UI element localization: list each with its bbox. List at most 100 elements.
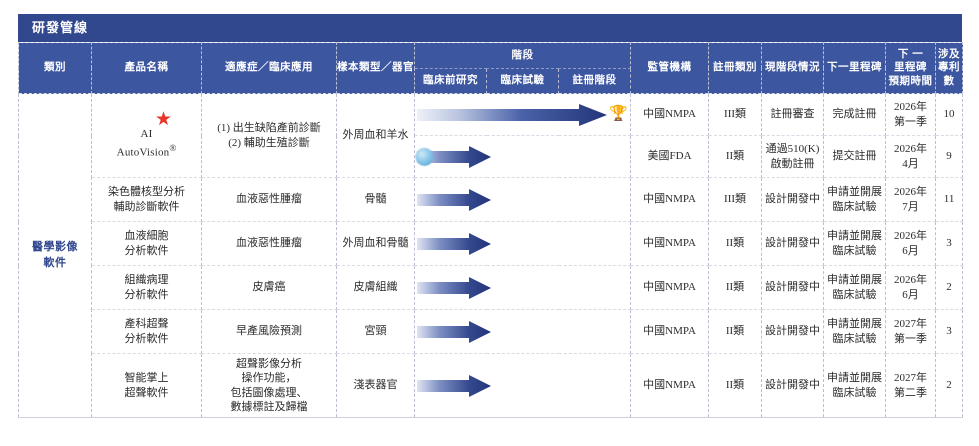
- indication-cell: 早產風險預測: [201, 309, 337, 354]
- progress-arrow-short: [417, 188, 491, 211]
- col-header-stage-registration: 註冊階段: [557, 67, 632, 94]
- expected-time-line1: 2026年: [894, 230, 928, 243]
- section-title-bar: 研發管線: [18, 14, 962, 42]
- sample-type-cell: 皮膚組織: [336, 265, 415, 310]
- expected-time-line1: 下 一: [897, 48, 924, 61]
- indication-cell: 血液惡性腫瘤: [201, 177, 337, 222]
- table-row: 美國FDA II類 通過510(K) 啟動註冊 提交註冊 2026年 4月 9: [19, 135, 964, 178]
- table-row: 組織病理 分析軟件 皮膚癌 皮膚組織: [19, 265, 964, 310]
- regulator-cell: 中國NMPA: [630, 177, 710, 222]
- product-name-line2: 超聲軟件: [124, 386, 169, 399]
- next-milestone-line2: 臨床試驗: [832, 386, 877, 399]
- indication-line1: 超聲影像分析: [236, 357, 302, 370]
- expected-time-line3: 預期時間: [888, 74, 933, 87]
- patents-cell: 11: [935, 177, 964, 222]
- col-header-patents: 涉及 專利數: [935, 42, 964, 94]
- expected-time-line1: 2026年: [894, 143, 928, 156]
- next-milestone-cell: 申請並開展 臨床試驗: [823, 309, 887, 354]
- expected-time-cell: 2026年 6月: [885, 265, 937, 310]
- next-milestone-line1: 申請並開展: [827, 230, 883, 243]
- arrow-shape-icon: [417, 103, 607, 126]
- sample-type-cell: 淺表器官: [336, 353, 415, 418]
- next-milestone-cell: 申請並開展 臨床試驗: [823, 353, 887, 418]
- indication-cell: 血液惡性腫瘤: [201, 221, 337, 266]
- product-name-line1: 染色體核型分析: [108, 185, 185, 198]
- registration-class-cell: II類: [708, 221, 763, 266]
- product-name-cell: 產科超聲 分析軟件: [91, 309, 202, 354]
- table-body: 醫學影像 軟件 ★ AI AutoVision® (1) 出生缺陷產前診斷 (2…: [18, 93, 964, 418]
- regulator-cell: 中國NMPA: [630, 353, 710, 418]
- regulator-cell: 美國FDA: [630, 135, 710, 178]
- table-header: 類別 產品名稱 適應症／臨床應用 樣本類型／器官 階段 監管機構 註冊類別 現階…: [18, 42, 964, 94]
- expected-time-cell: 2026年 7月: [885, 177, 937, 222]
- col-header-stage-group: 階段: [413, 42, 632, 69]
- registration-class-cell: II類: [708, 309, 763, 354]
- expected-time-cell: 2026年 4月: [885, 135, 937, 178]
- regulator-cell: 中國NMPA: [630, 221, 710, 266]
- col-header-registration-class: 註冊類別: [708, 42, 763, 94]
- current-status-line1: 通過510(K): [765, 143, 820, 156]
- next-milestone-line2: 臨床試驗: [832, 200, 877, 213]
- table-row: 醫學影像 軟件 ★ AI AutoVision® (1) 出生缺陷產前診斷 (2…: [18, 93, 964, 418]
- col-header-regulator: 監管機構: [630, 42, 710, 94]
- col-header-expected-time: 下 一 里程碑 預期時間: [885, 42, 937, 94]
- patents-cell: 2: [935, 265, 964, 310]
- col-header-product-name: 產品名稱: [91, 42, 202, 94]
- product-name-cell: 血液細胞 分析軟件: [91, 221, 202, 266]
- expected-time-line2: 第二季: [894, 386, 928, 399]
- next-milestone-line2: 臨床試驗: [832, 244, 877, 257]
- product-name-cell: ★ AI AutoVision®: [91, 93, 202, 178]
- current-status-cell: 設計開發中: [761, 221, 825, 266]
- next-milestone-line1: 申請並開展: [827, 274, 883, 287]
- registration-class-cell: III類: [708, 93, 763, 136]
- patents-cell: 3: [935, 221, 964, 266]
- progress-arrow-short: [416, 145, 491, 168]
- globe-icon: [416, 148, 433, 165]
- category-label-line2: 軟件: [43, 256, 67, 269]
- arrow-shape-icon: [417, 232, 491, 255]
- expected-time-cell: 2026年 第一季: [885, 93, 937, 136]
- current-status-cell: 設計開發中: [761, 353, 825, 418]
- trophy-icon: 🏆: [609, 106, 628, 122]
- indication-cell: 超聲影像分析 操作功能， 包括圖像處理、 數據標註及歸檔: [201, 353, 337, 418]
- expected-time-cell: 2027年 第二季: [885, 353, 937, 418]
- col-header-stage-clinical: 臨床試驗: [486, 67, 559, 94]
- sample-type-cell: 外周血和骨髓: [336, 221, 415, 266]
- next-milestone-line1: 申請並開展: [827, 318, 883, 331]
- progress-arrow-short: [417, 374, 491, 397]
- next-milestone-line1: 申請並開展: [827, 186, 883, 199]
- patents-cell: 2: [935, 353, 964, 418]
- product-name-line2: 分析軟件: [124, 288, 169, 301]
- product-name-line2: 分析軟件: [124, 332, 169, 345]
- indication-cell: 皮膚癌: [201, 265, 337, 310]
- indication-line3: 包括圖像處理、: [230, 386, 308, 399]
- regulator-cell: 中國NMPA: [630, 93, 710, 136]
- product-name-cell: 染色體核型分析 輔助診斷軟件: [91, 177, 202, 222]
- expected-time-cell: 2027年 第一季: [885, 309, 937, 354]
- stage-arrow-cell: [413, 221, 632, 266]
- next-milestone-cell: 提交註冊: [823, 135, 887, 178]
- registration-class-cell: II類: [708, 353, 763, 418]
- pipeline-table: 類別 產品名稱 適應症／臨床應用 樣本類型／器官 階段 監管機構 註冊類別 現階…: [18, 42, 964, 418]
- current-status-line2: 啟動註冊: [770, 157, 815, 170]
- col-header-next-milestone: 下一里程碑: [823, 42, 887, 94]
- current-status-cell: 設計開發中: [761, 309, 825, 354]
- col-header-indication: 適應症／臨床應用: [201, 42, 337, 94]
- arrow-shape-icon: [417, 188, 491, 211]
- table-row: 血液細胞 分析軟件 血液惡性腫瘤 外周血和骨髓: [19, 221, 964, 266]
- star-icon: ★: [154, 109, 173, 131]
- col-header-category: 類別: [18, 42, 92, 94]
- indication-line2: (2) 輔助生殖診斷: [228, 136, 310, 149]
- product-name-line1: 組織病理: [124, 273, 169, 286]
- progress-arrow-short: [417, 232, 491, 255]
- product-name-cell: 組織病理 分析軟件: [91, 265, 202, 310]
- table-row: 智能掌上 超聲軟件 超聲影像分析 操作功能， 包括圖像處理、 數據標註及歸檔 淺…: [19, 353, 964, 418]
- progress-arrow-full: 🏆: [417, 103, 628, 126]
- expected-time-line1: 2026年: [894, 186, 928, 199]
- next-milestone-line1: 申請並開展: [827, 372, 883, 385]
- expected-time-line1: 2027年: [894, 372, 928, 385]
- expected-time-line2: 里程碑: [894, 61, 928, 74]
- next-milestone-cell: 申請並開展 臨床試驗: [823, 221, 887, 266]
- sample-type-cell: 外周血和羊水: [336, 93, 415, 178]
- product-name-line1: 產科超聲: [124, 317, 169, 330]
